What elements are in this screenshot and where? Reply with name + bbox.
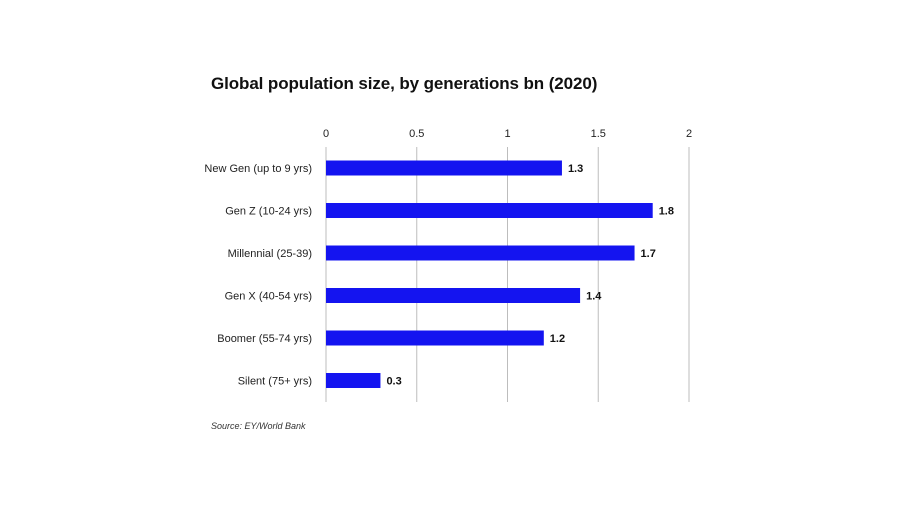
- x-tick-label: 0.5: [409, 128, 424, 140]
- category-labels: New Gen (up to 9 yrs) Gen Z (10-24 yrs) Mi…: [204, 163, 312, 388]
- value-label: 1.2: [550, 333, 565, 345]
- x-tick-label: 2: [686, 128, 692, 140]
- source-note: Source: EY/World Bank: [211, 421, 306, 431]
- bar: [326, 330, 544, 346]
- category-label: Gen Z (10-24 yrs): [225, 206, 312, 218]
- category-label: New Gen (up to 9 yrs): [204, 163, 312, 175]
- value-label: 0.3: [386, 376, 401, 388]
- value-labels: 1.3 1.8 1.7 1.4 1.2 0.3: [386, 163, 674, 388]
- value-label: 1.3: [568, 163, 583, 175]
- x-axis-ticks: 0 0.5 1 1.5 2: [323, 128, 692, 140]
- category-label: Silent (75+ yrs): [238, 376, 312, 388]
- bar: [326, 245, 635, 261]
- category-label: Millennial (25-39): [228, 248, 312, 260]
- x-tick-label: 1: [504, 128, 510, 140]
- bar: [326, 373, 381, 388]
- x-tick-label: 1.5: [591, 128, 606, 140]
- gridlines: [325, 147, 690, 402]
- bars: [326, 160, 653, 388]
- bar: [326, 203, 653, 218]
- bar: [326, 288, 581, 303]
- x-tick-label: 0: [323, 128, 329, 140]
- value-label: 1.7: [641, 248, 656, 260]
- category-label: Gen X (40-54 yrs): [225, 291, 312, 303]
- bar: [326, 160, 562, 176]
- category-label: Boomer (55-74 yrs): [217, 333, 312, 345]
- chart-title: Global population size, by generations b…: [211, 74, 598, 93]
- value-label: 1.4: [586, 291, 602, 303]
- value-label: 1.8: [659, 206, 674, 218]
